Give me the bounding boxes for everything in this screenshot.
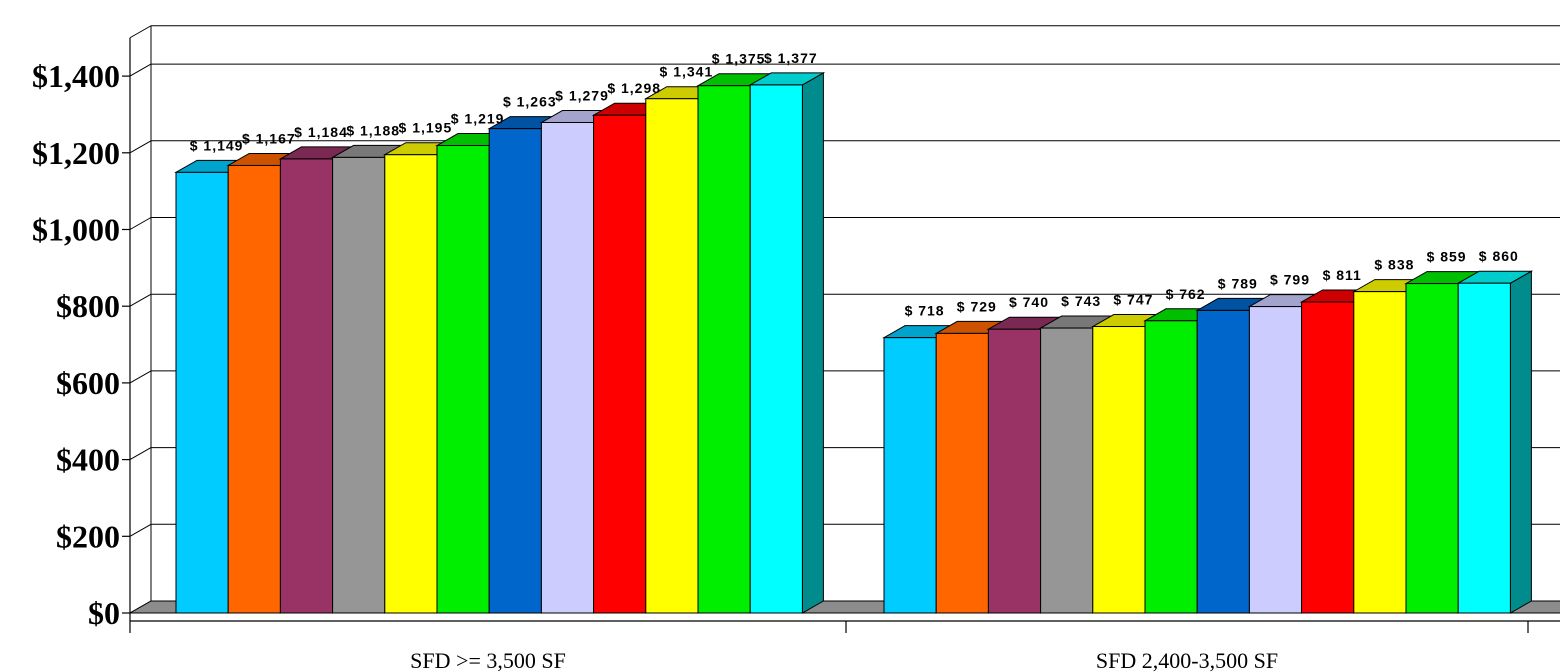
bar <box>748 72 826 614</box>
data-label: $ 1,195 <box>399 120 453 136</box>
data-label: $ 747 <box>1113 292 1153 308</box>
wall-top-side <box>129 25 152 39</box>
data-label: $ 789 <box>1218 275 1258 291</box>
y-tick-label: $1,200 <box>32 135 120 171</box>
data-label: $ 718 <box>905 303 945 319</box>
gridline-side <box>129 370 152 384</box>
data-label: $ 811 <box>1323 267 1362 283</box>
data-label: $ 1,377 <box>764 50 818 66</box>
gridline-side <box>129 217 152 230</box>
data-label: $ 838 <box>1374 257 1414 273</box>
gridline-side <box>129 63 152 77</box>
x-category-label: SFD >= 3,500 SF <box>410 648 566 672</box>
gridline-side <box>129 140 152 154</box>
data-label: $ 743 <box>1061 293 1101 309</box>
data-label: $ 1,219 <box>451 111 505 127</box>
gridline-side <box>129 293 152 307</box>
gridline-side <box>129 523 152 537</box>
data-label: $ 799 <box>1270 272 1310 288</box>
data-label: $ 1,263 <box>503 94 557 110</box>
data-label: $ 860 <box>1479 248 1519 264</box>
data-label: $ 1,375 <box>712 51 766 67</box>
data-label: $ 1,167 <box>242 130 296 146</box>
y-tick-label: $1,400 <box>32 58 120 94</box>
gridline-side <box>129 447 152 461</box>
data-label: $ 1,341 <box>660 64 714 80</box>
data-label: $ 859 <box>1427 249 1467 265</box>
data-label: $ 1,298 <box>607 80 661 96</box>
y-tick-label: $0 <box>88 595 120 631</box>
data-label: $ 1,184 <box>294 124 348 140</box>
data-label: $ 1,188 <box>346 122 400 138</box>
y-tick-label: $400 <box>56 442 120 478</box>
data-label: $ 740 <box>1009 294 1049 310</box>
y-tick-label: $800 <box>56 288 120 324</box>
y-tick-label: $1,000 <box>32 212 120 248</box>
y-tick-label: $600 <box>56 365 120 401</box>
data-labels: $ 1,149$ 1,167$ 1,184$ 1,188$ 1,195$ 1,2… <box>190 50 1519 319</box>
data-label: $ 1,149 <box>190 137 244 153</box>
data-label: $ 729 <box>957 298 997 314</box>
data-label: $ 1,279 <box>555 88 609 104</box>
data-label: $ 762 <box>1166 286 1206 302</box>
x-category-label: SFD 2,400-3,500 SF <box>1096 648 1278 672</box>
y-tick-label: $200 <box>56 518 120 554</box>
bars <box>174 72 1534 614</box>
bar <box>1456 270 1534 614</box>
